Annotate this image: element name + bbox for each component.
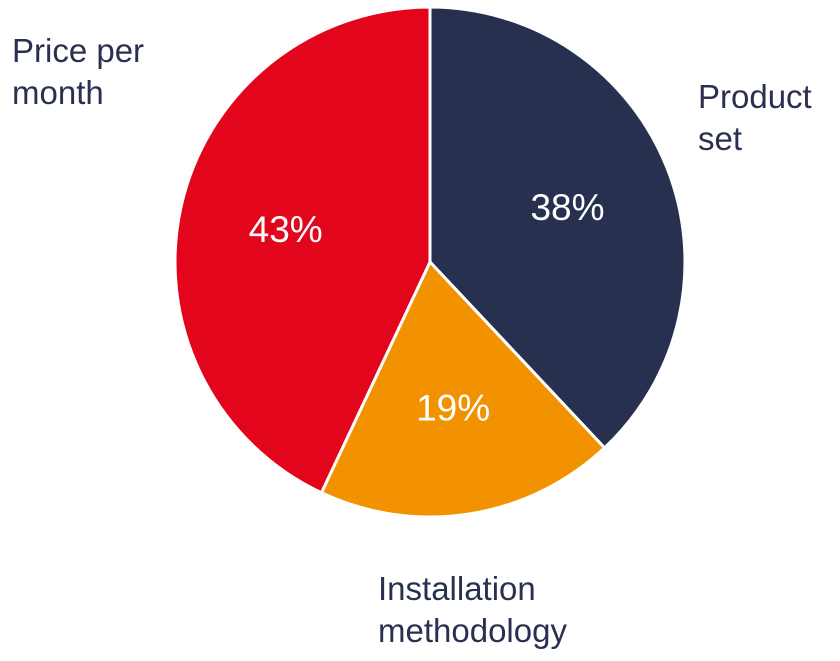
slice-label-price-per-month: Price per month bbox=[12, 32, 145, 111]
slice-label-product-set: Product set bbox=[698, 78, 812, 157]
slice-label-installation-methodology: Installation methodology bbox=[378, 570, 567, 649]
pie-percent-label-2: 43% bbox=[249, 209, 323, 250]
pie-slices bbox=[173, 5, 687, 519]
pie-percent-label-0: 38% bbox=[530, 187, 604, 228]
pie-slice-1 bbox=[319, 260, 607, 519]
pie-percent-labels: 38% 19% 43% bbox=[249, 187, 605, 429]
pie-slice-2 bbox=[173, 5, 432, 495]
pie-slice-0 bbox=[428, 5, 687, 450]
pie-percent-label-1: 19% bbox=[416, 388, 490, 429]
